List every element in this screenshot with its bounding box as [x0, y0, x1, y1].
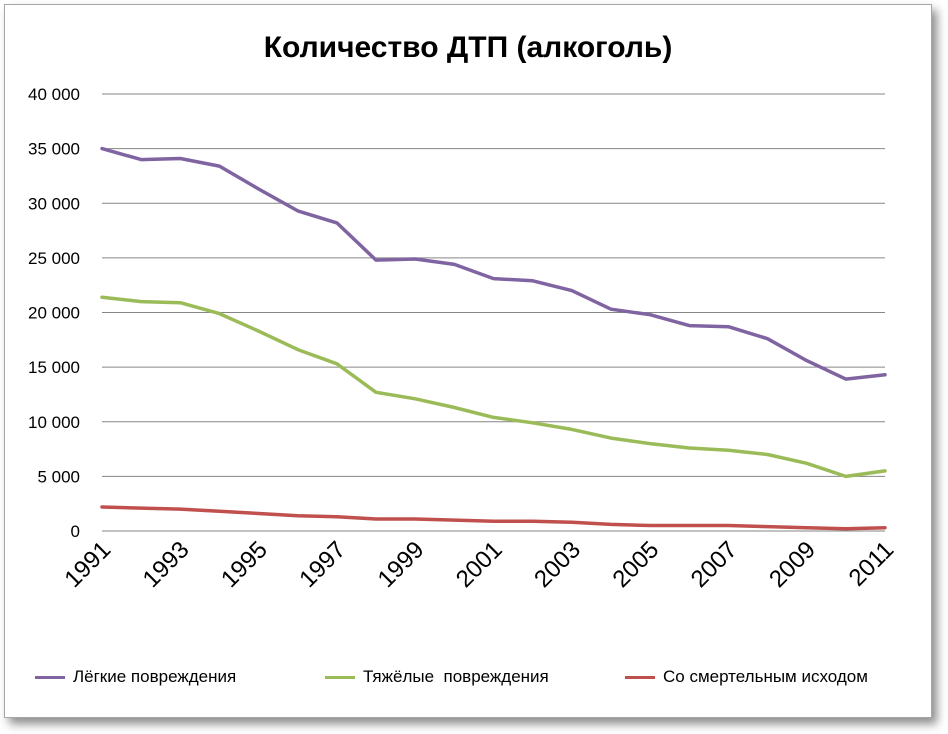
- y-tick-label: 10 000: [28, 413, 80, 432]
- series-line: [100, 146, 887, 381]
- y-tick-label: 40 000: [28, 85, 80, 104]
- legend-label: Лёгкие повреждения: [73, 667, 237, 686]
- chart-title: Количество ДТП (алкоголь): [263, 31, 673, 64]
- chart-frame: Количество ДТП (алкоголь) 0 5 000 10 000 15…: [4, 4, 932, 718]
- legend-item: Тяжёлые повреждения: [325, 667, 549, 687]
- legend-swatch: [325, 675, 355, 679]
- series-line: [100, 505, 887, 531]
- x-tick-label: 1999: [373, 536, 430, 593]
- y-tick-label: 25 000: [28, 249, 80, 268]
- y-tick-label: 0: [71, 522, 80, 541]
- x-tick-label: 2005: [607, 536, 664, 593]
- chart-plot: 0 5 000 10 000 15 000 20 000 25 000 30 000 35 0…: [28, 85, 900, 593]
- legend-label: Тяжёлые повреждения: [363, 667, 549, 686]
- y-tick-label: 30 000: [28, 194, 80, 213]
- x-tick-label: 2009: [764, 536, 821, 593]
- x-tick-label: 2007: [686, 536, 743, 593]
- legend-item: Лёгкие повреждения: [35, 667, 236, 687]
- legend-swatch: [35, 675, 65, 679]
- y-tick-label: 15 000: [28, 358, 80, 377]
- x-tick-label: 1993: [138, 536, 195, 593]
- chart-legend: Лёгкие повреждения Тяжёлые повреждения Со …: [35, 667, 925, 695]
- y-tick-label: 20 000: [28, 304, 80, 323]
- x-tick-label: 1995: [216, 536, 273, 593]
- series-line: [100, 295, 887, 479]
- legend-item: Со смертельным исходом: [625, 667, 868, 687]
- x-tick-label: 2011: [844, 536, 900, 592]
- x-tick-label: 2001: [451, 536, 508, 593]
- x-tick-label: 1997: [294, 536, 351, 593]
- x-tick-label: 1991: [59, 536, 116, 593]
- y-tick-label: 5 000: [37, 467, 80, 486]
- legend-swatch: [625, 675, 655, 679]
- legend-label: Со смертельным исходом: [663, 667, 868, 686]
- y-tick-label: 35 000: [28, 140, 80, 159]
- x-tick-label: 2003: [529, 536, 586, 593]
